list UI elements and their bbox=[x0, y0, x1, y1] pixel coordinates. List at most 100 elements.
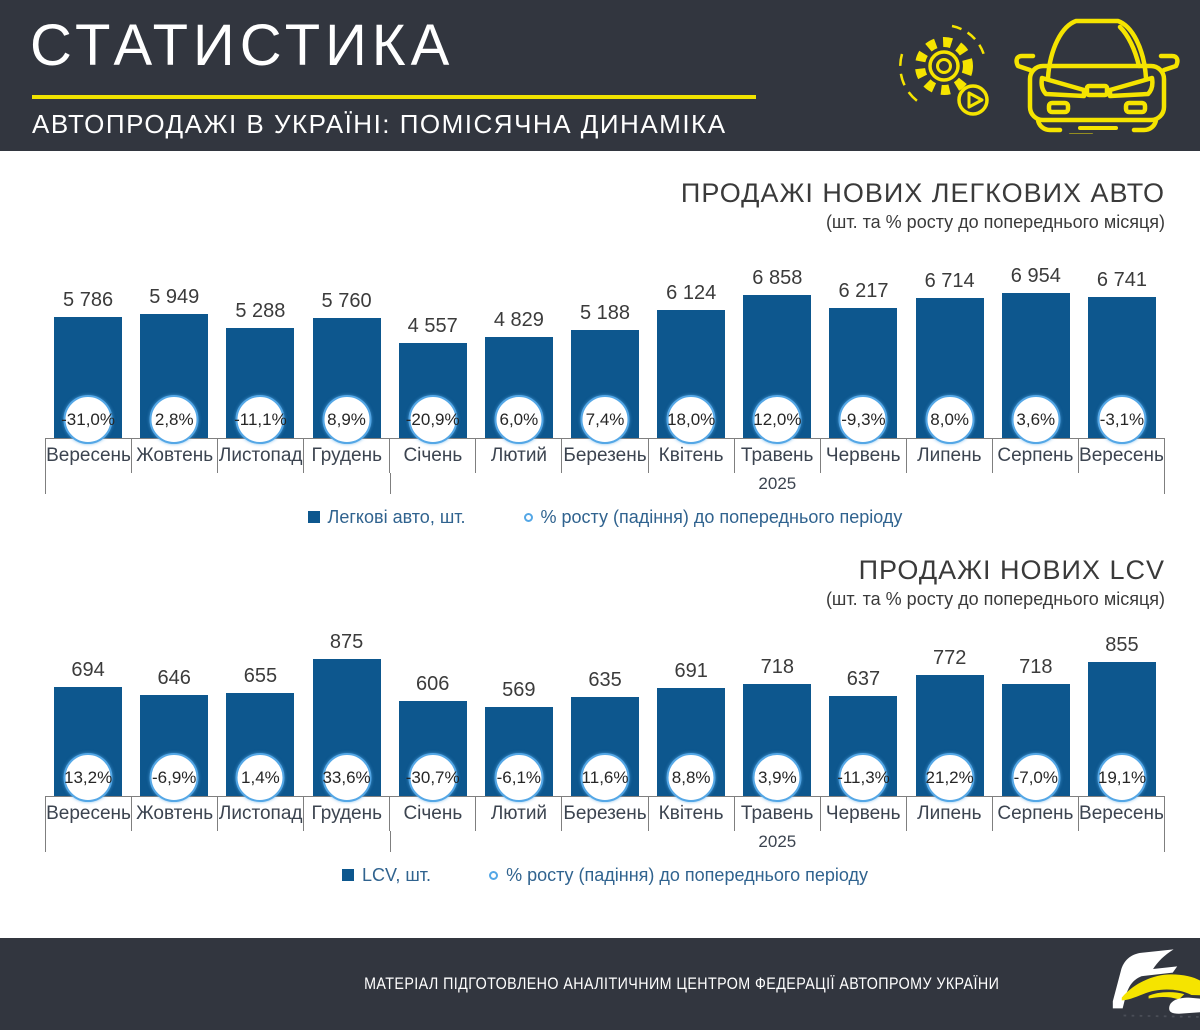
percent-circle: -7,0% bbox=[1011, 753, 1061, 802]
header-icons bbox=[890, 4, 1186, 134]
bar: 3,9% bbox=[743, 683, 812, 802]
bar: 1,4% bbox=[226, 693, 295, 802]
page-subtitle: АВТОПРОДАЖІ В УКРАЇНІ: ПОМІСЯЧНА ДИНАМІК… bbox=[32, 109, 727, 139]
bar-cell: 4 829 6,0% bbox=[476, 309, 562, 444]
percent-circle: 18,0% bbox=[666, 395, 716, 444]
page-title: СТАТИСТИКА bbox=[30, 13, 455, 78]
legend-label: % росту (падіння) до попереднього період… bbox=[540, 506, 903, 527]
bar: 8,8% bbox=[657, 687, 726, 802]
percent-circle: 13,2% bbox=[63, 753, 113, 802]
percent-circle: -30,7% bbox=[406, 753, 460, 802]
bar: -9,3% bbox=[829, 308, 898, 444]
header-banner: СТАТИСТИКА АВТОПРОДАЖІ В УКРАЇНІ: ПОМІСЯ… bbox=[0, 0, 1200, 151]
fau-logo bbox=[1086, 943, 1200, 1026]
bar: 7,4% bbox=[571, 329, 640, 444]
legend-square-marker bbox=[342, 869, 354, 881]
legend-square-marker bbox=[307, 511, 320, 523]
bar-cell: 5 288 -11,1% bbox=[217, 299, 303, 444]
bar: 8,0% bbox=[915, 298, 984, 444]
chart-title: ПРОДАЖІ НОВИХ LCV bbox=[858, 555, 1165, 585]
legend-label: Легкові авто, шт. bbox=[327, 506, 466, 527]
month-label: Квітень bbox=[649, 797, 735, 831]
bar-value-label: 4 557 bbox=[407, 315, 458, 337]
bar-value-label: 569 bbox=[502, 678, 536, 701]
bar-value-label: 5 760 bbox=[321, 289, 372, 312]
bar: 19,1% bbox=[1087, 662, 1156, 802]
month-label: Липень bbox=[907, 439, 993, 473]
bar: 21,2% bbox=[915, 675, 984, 802]
chart-passenger-cars: ПРОДАЖІ НОВИХ ЛЕГКОВИХ АВТО (шт. та % ро… bbox=[45, 177, 1166, 530]
legend-item-bars: Легкові авто, шт. bbox=[307, 506, 466, 528]
bar-value-label: 6 124 bbox=[666, 282, 717, 305]
bar-value-label: 5 949 bbox=[149, 286, 200, 308]
month-label: Березень bbox=[562, 439, 649, 473]
footer-text: МАТЕРІАЛ ПІДГОТОВЛЕНО АНАЛІТИЧНИМ ЦЕНТРО… bbox=[364, 974, 1000, 993]
bar-value-label: 691 bbox=[674, 659, 708, 682]
bar: -6,1% bbox=[484, 706, 553, 802]
car-front-icon bbox=[1008, 4, 1186, 134]
percent-circle: 8,8% bbox=[666, 753, 716, 802]
bar: 2,8% bbox=[140, 314, 209, 444]
bar: -30,7% bbox=[398, 701, 467, 802]
month-label: Січень bbox=[390, 439, 477, 473]
bar-cell: 569 -6,1% bbox=[476, 678, 562, 802]
bar-cell: 6 217 -9,3% bbox=[820, 280, 906, 444]
legend-label: LCV, шт. bbox=[362, 864, 432, 885]
bar: -11,3% bbox=[829, 696, 898, 802]
legend-item-percent: % росту (падіння) до попереднього період… bbox=[489, 865, 868, 886]
bar-value-label: 5 288 bbox=[235, 299, 286, 322]
bar-value-label: 5 786 bbox=[63, 289, 114, 312]
bar: -20,9% bbox=[398, 343, 467, 444]
bar-value-label: 606 bbox=[416, 673, 450, 696]
bar: -6,9% bbox=[140, 694, 209, 802]
chart-subtitle: (шт. та % росту до попереднього місяця) bbox=[825, 212, 1165, 232]
bar: 13,2% bbox=[54, 687, 123, 802]
year-label: 2025 bbox=[389, 473, 1165, 494]
bar-cell: 6 124 18,0% bbox=[648, 282, 734, 444]
percent-circle: 8,9% bbox=[322, 395, 372, 444]
bar-value-label: 772 bbox=[932, 647, 967, 670]
bar-value-label: 5 188 bbox=[579, 301, 631, 324]
bar: 6,0% bbox=[484, 337, 553, 444]
bar: -7,0% bbox=[1001, 683, 1070, 802]
bar-value-label: 655 bbox=[243, 665, 278, 688]
chart-title: ПРОДАЖІ НОВИХ ЛЕГКОВИХ АВТО bbox=[680, 178, 1165, 208]
percent-circle: 2,8% bbox=[149, 395, 199, 444]
percent-circle: -11,1% bbox=[234, 395, 287, 444]
bar: -11,1% bbox=[226, 327, 295, 444]
month-label: Серпень bbox=[993, 797, 1079, 831]
bar-cell: 5 786 -31,0% bbox=[45, 289, 131, 444]
month-label: Травень bbox=[735, 797, 821, 831]
legend-circle-marker bbox=[489, 870, 499, 880]
bar-cell: 6 741 -3,1% bbox=[1079, 269, 1165, 444]
bar: -3,1% bbox=[1087, 297, 1156, 444]
month-label: Червень bbox=[821, 439, 907, 473]
bar: 11,6% bbox=[571, 696, 640, 802]
year-axis: 2025 bbox=[45, 831, 1165, 852]
bar-cell: 855 19,1% bbox=[1079, 634, 1165, 802]
month-label: Грудень bbox=[304, 439, 391, 473]
percent-circle: 8,0% bbox=[925, 395, 975, 444]
bar-value-label: 4 829 bbox=[493, 309, 544, 332]
charts-area: ПРОДАЖІ НОВИХ ЛЕГКОВИХ АВТО (шт. та % ро… bbox=[0, 177, 1200, 888]
percent-circle: -3,1% bbox=[1097, 395, 1147, 444]
bar-value-label: 6 741 bbox=[1096, 269, 1147, 292]
legend-item-percent: % росту (падіння) до попереднього період… bbox=[523, 506, 903, 528]
month-label: Лютий bbox=[476, 439, 563, 473]
bar: 18,0% bbox=[657, 310, 726, 444]
percent-circle: 7,4% bbox=[580, 395, 630, 444]
bar-value-label: 718 bbox=[760, 655, 795, 678]
year-group-2024 bbox=[45, 473, 390, 494]
percent-circle: -11,3% bbox=[837, 753, 890, 802]
bar-cell: 718 3,9% bbox=[734, 655, 820, 802]
bars-row: 5 786 -31,0% 5 949 2,8% 5 288 -11,1% 5 760 8,9%… bbox=[45, 234, 1165, 444]
bar-cell: 691 8,8% bbox=[648, 659, 734, 802]
bar-cell: 6 858 12,0% bbox=[734, 267, 820, 444]
year-group-2024 bbox=[45, 831, 390, 852]
chart-lcv: ПРОДАЖІ НОВИХ LCV (шт. та % росту до поп… bbox=[45, 554, 1166, 888]
percent-circle: -6,1% bbox=[494, 753, 544, 802]
bar: 3,6% bbox=[1001, 293, 1070, 444]
legend: Легкові авто, шт. % росту (падіння) до п… bbox=[45, 504, 1165, 530]
bar-cell: 5 949 2,8% bbox=[131, 286, 217, 444]
